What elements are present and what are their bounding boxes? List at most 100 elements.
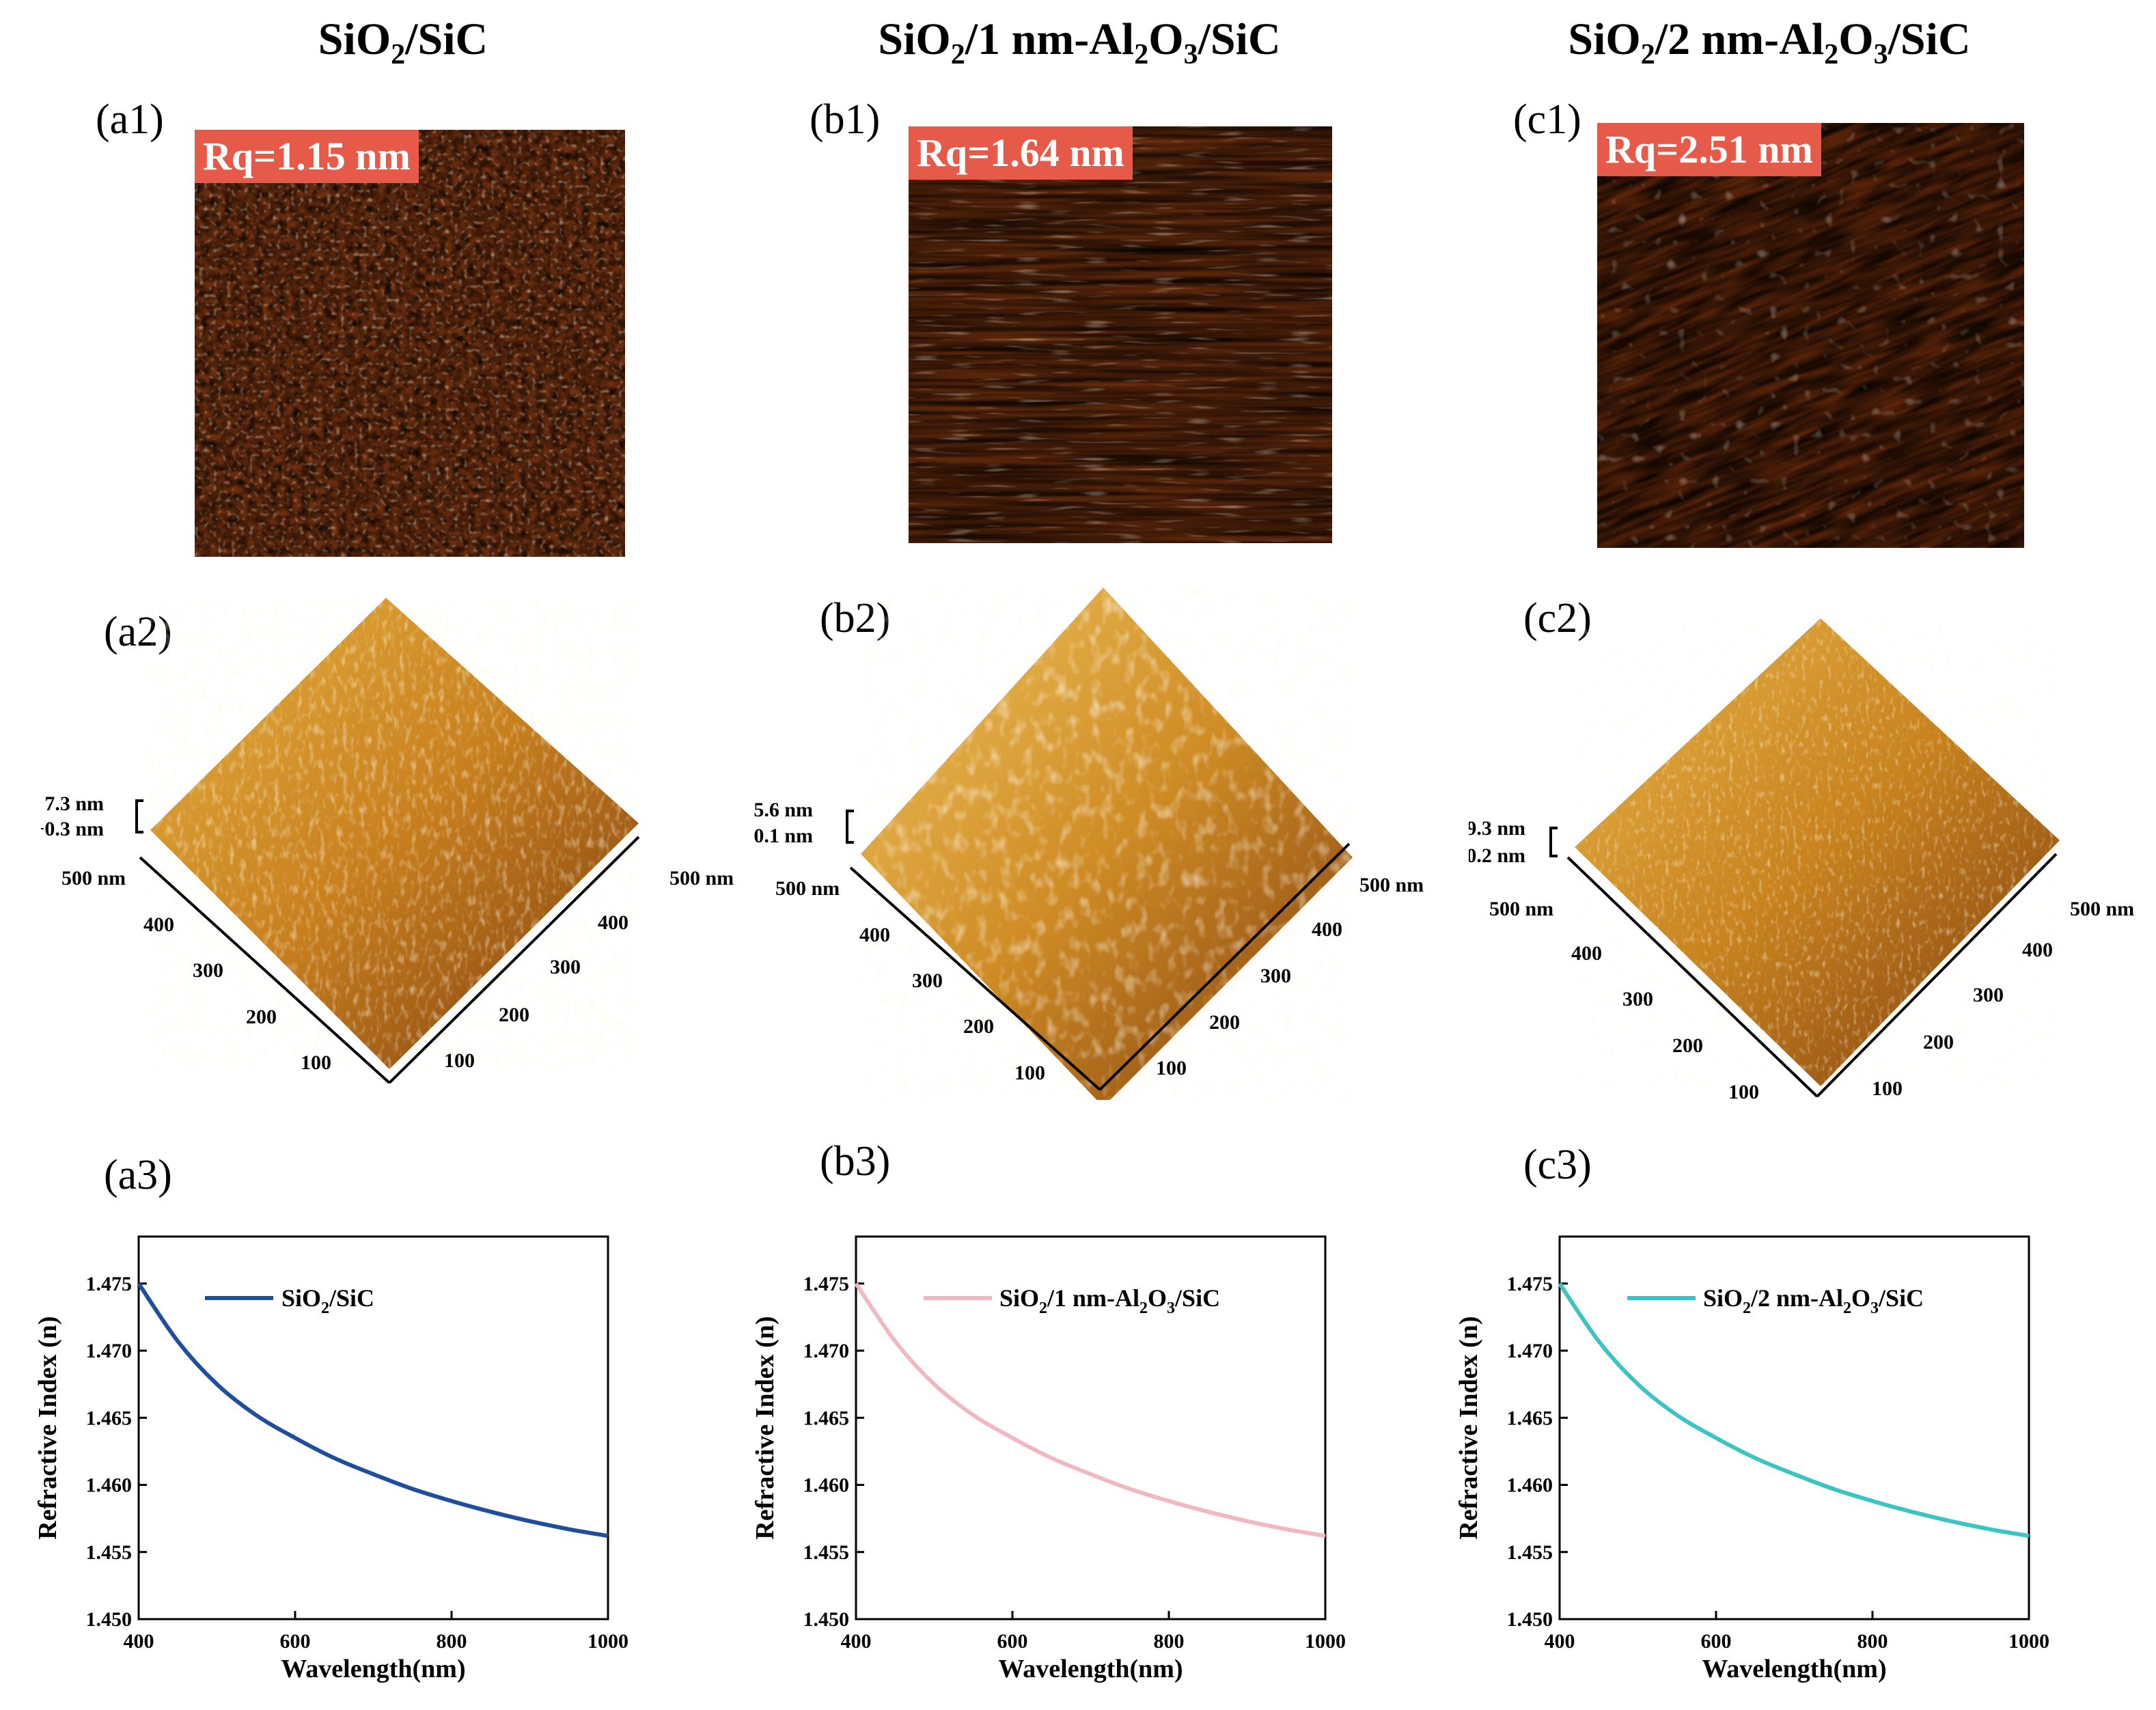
panel-label-b3: (b3) <box>820 1138 891 1185</box>
y-tick-label: 500 nm <box>1359 874 1424 896</box>
x-axis-line <box>1566 856 1819 1098</box>
series-line <box>1558 1282 2030 1539</box>
y-tick-label: 400 <box>2022 939 2053 961</box>
y-axis-line <box>1098 842 1351 1091</box>
y-tick-label: 1.460 <box>86 1474 133 1497</box>
series-line <box>854 1282 1326 1539</box>
y-tick-label: 1.475 <box>86 1273 133 1295</box>
x-tick-label: 400 <box>143 913 174 936</box>
x-axis-title: Wavelength(nm) <box>998 1655 1183 1683</box>
panel-label-a2: (a2) <box>104 609 172 655</box>
panel-label-a1: (a1) <box>96 96 164 143</box>
panel-label-c3: (c3) <box>1523 1142 1592 1188</box>
y-tick-label: 1.450 <box>1507 1608 1553 1631</box>
x-axis-title: Wavelength(nm) <box>1702 1655 1886 1683</box>
x-tick-label: 500 nm <box>1489 898 1553 920</box>
x-axis-line <box>849 866 1101 1091</box>
x-tick-label: 200 <box>246 1006 277 1028</box>
title-text: O <box>1838 14 1874 64</box>
title-text: /SiC <box>1198 14 1281 64</box>
y-axis-title: Refractive Index (n) <box>33 1316 62 1539</box>
x-tick-label: 600 <box>1701 1630 1732 1653</box>
title-subscript: 2 <box>1640 39 1655 71</box>
series-line <box>137 1282 609 1539</box>
y-axis-line <box>1816 853 2058 1098</box>
x-tick-label: 1000 <box>2008 1630 2049 1653</box>
x-tick-label: 500 nm <box>775 877 840 900</box>
x-tick-label: 600 <box>280 1630 311 1653</box>
x-tick-label: 100 <box>1728 1081 1759 1103</box>
plot-frame <box>137 1235 609 1621</box>
panel-label-c2: (c2) <box>1523 595 1592 642</box>
legend: SiO2/2 nm-Al2O3/SiC <box>1627 1284 1924 1317</box>
y-tick-label: 1.470 <box>803 1340 850 1362</box>
refractive-index-chart-c3: 400 600 800 1000 1.450 1.455 1.460 1.465 1.470 1.… <box>1454 1235 2049 1683</box>
title-text: SiO <box>1568 14 1641 64</box>
plot-frame <box>1558 1235 2030 1621</box>
y-tick-label: 1.465 <box>1507 1407 1553 1429</box>
y-tick-label: 1.455 <box>1507 1541 1553 1564</box>
y-tick-label: 1.465 <box>86 1407 133 1429</box>
panel-label-a3: (a3) <box>104 1152 172 1198</box>
afm-texture-diagonal <box>1597 123 2024 548</box>
x-tick-label: 400 <box>1545 1630 1575 1653</box>
z-min-label: 0.1 nm <box>754 825 813 847</box>
x-tick-label: 500 nm <box>61 867 126 890</box>
x-tick-label: 1000 <box>1305 1630 1346 1653</box>
x-tick-label: 300 <box>1622 988 1653 1010</box>
legend: SiO2/1 nm-Al2O3/SiC <box>924 1284 1220 1317</box>
y-tick-label: 1.450 <box>86 1608 133 1631</box>
x-tick-label: 600 <box>997 1630 1028 1653</box>
y-tick-label: 400 <box>598 911 628 934</box>
plot-frame <box>855 1235 1327 1621</box>
column-title-b: SiO2/1 nm-Al2O3/SiC <box>786 14 1373 71</box>
afm-texture-streaked <box>909 126 1332 543</box>
column-title-a: SiO2/SiC <box>232 14 574 71</box>
x-tick-label: 100 <box>1014 1062 1045 1084</box>
x-tick-label: 200 <box>963 1015 994 1038</box>
legend: SiO2/SiC <box>205 1284 374 1317</box>
afm-image-a1: Rq=1.15 nm <box>195 130 625 557</box>
panel-label-b2: (b2) <box>820 595 891 642</box>
x-axis-line <box>139 856 391 1084</box>
surface-highlights <box>861 588 1353 1100</box>
rq-value-badge: Rq=1.64 nm <box>909 126 1133 180</box>
y-tick-label: 1.475 <box>803 1273 850 1295</box>
title-subscript: 3 <box>1183 39 1198 71</box>
surface-highlights <box>150 598 639 1069</box>
y-tick-label: 1.460 <box>1507 1474 1553 1497</box>
title-subscript: 3 <box>1873 39 1888 71</box>
afm-3d-view-c2: 9.3 nm 0.2 nm 500 nm 400 300 200 100 100… <box>1469 618 2134 1103</box>
title-subscript: 2 <box>1134 39 1149 71</box>
x-tick-label: 100 <box>301 1051 331 1074</box>
y-axis-line <box>388 836 640 1084</box>
x-tick-label: 800 <box>437 1630 467 1653</box>
y-tick-label: 1.450 <box>803 1608 850 1631</box>
legend-label: SiO2/SiC <box>281 1284 374 1317</box>
y-tick-label: 100 <box>1156 1057 1187 1079</box>
y-tick-label: 300 <box>550 956 581 978</box>
afm-3d-view-a2: 7.3 nm −0.3 nm 500 nm 400 300 200 100 10… <box>41 598 734 1084</box>
title-text: /2 nm-Al <box>1655 14 1825 64</box>
column-title-c: SiO2/2 nm-Al2O3/SiC <box>1469 14 2070 71</box>
y-tick-label: 400 <box>1312 918 1342 941</box>
panel-label-c1: (c1) <box>1513 96 1581 143</box>
x-tick-label: 800 <box>1857 1630 1888 1653</box>
x-tick-label: 400 <box>124 1630 154 1653</box>
y-tick-label: 1.465 <box>803 1407 850 1429</box>
y-tick-label: 1.470 <box>1507 1340 1553 1362</box>
y-axis-title: Refractive Index (n) <box>751 1316 779 1539</box>
x-tick-label: 1000 <box>588 1630 628 1653</box>
y-tick-label: 1.455 <box>803 1541 850 1564</box>
y-tick-label: 100 <box>1872 1077 1903 1100</box>
y-tick-label: 1.475 <box>1507 1273 1553 1295</box>
y-tick-label: 500 nm <box>2070 898 2134 920</box>
title-text: /SiC <box>1888 14 1971 64</box>
y-tick-label: 200 <box>1923 1031 1954 1053</box>
y-tick-label: 200 <box>1209 1011 1240 1034</box>
legend-label: SiO2/2 nm-Al2O3/SiC <box>1703 1284 1924 1317</box>
legend-label: SiO2/1 nm-Al2O3/SiC <box>999 1284 1220 1317</box>
y-axis-title: Refractive Index (n) <box>1454 1316 1483 1539</box>
z-max-label: 9.3 nm <box>1469 817 1525 840</box>
afm-image-c1: Rq=2.51 nm <box>1597 123 2024 548</box>
